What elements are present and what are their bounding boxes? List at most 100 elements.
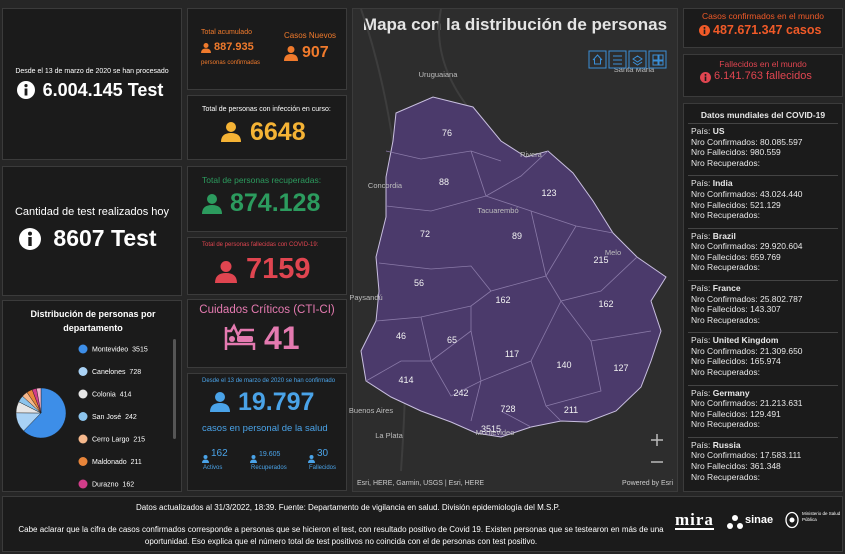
critical-panel: Cuidados Críticos (CTI-CI) 41	[187, 299, 347, 368]
row-label: Nro Fallecidos:	[691, 251, 748, 262]
row-label: Nro Fallecidos:	[691, 408, 748, 419]
list-row: Nro Recuperados:	[691, 158, 760, 169]
row-label: Nro Fallecidos:	[691, 461, 748, 471]
accumulated-sub: personas confirmadas	[201, 60, 261, 66]
place-label: Buenos Aires	[349, 406, 393, 415]
department-count: 127	[613, 363, 628, 373]
stat-icon	[308, 450, 315, 463]
list-row: Nro Fallecidos: 143.307	[691, 304, 781, 315]
row-label: País:	[691, 126, 711, 136]
info-icon	[700, 72, 711, 83]
list-row: Nro Recuperados:	[691, 315, 760, 326]
person-icon	[201, 43, 211, 53]
layers-button[interactable]	[628, 50, 647, 69]
processed-label: Desde el 13 de marzo de 2020 se han proc…	[15, 68, 169, 75]
scrollbar[interactable]	[173, 339, 176, 439]
department-count: 3515	[481, 424, 501, 434]
department-count: 72	[420, 229, 430, 239]
list-row: País: France	[691, 283, 741, 294]
stat-label: Activos	[203, 465, 223, 471]
legend-name: Montevideo	[92, 347, 128, 354]
list-row: Nro Fallecidos: 165.974	[691, 356, 781, 367]
legend-name: Durazno	[92, 482, 119, 489]
legend-swatch	[78, 389, 88, 399]
list-row: Nro Recuperados:	[691, 262, 760, 273]
department-count: 211	[564, 405, 578, 415]
stat-icon	[202, 450, 209, 463]
row-value: 17.583.111	[759, 450, 802, 461]
row-value: 21.309.650	[759, 345, 803, 356]
active-panel: Total de personas con infección en curso…	[187, 95, 347, 160]
deceased-label: Total de personas fallecidas con COVID-1…	[202, 242, 319, 248]
list-row: Nro Recuperados:	[691, 419, 760, 430]
new-cases-label: Casos Nuevos	[284, 31, 337, 40]
row-value: 165.974	[750, 356, 781, 367]
legend-value: 242	[125, 414, 137, 421]
new-cases-value: 907	[302, 44, 329, 61]
legend-name: Cerro Largo	[92, 437, 129, 444]
logo-msp: Ministerio de Salud Pública	[802, 511, 841, 522]
row-label: País:	[691, 282, 711, 293]
place-label: Rivera	[520, 150, 543, 159]
health-staff-sub: casos en personal de la salud	[202, 423, 328, 434]
departments-title: Distribución de personas por departament…	[30, 309, 156, 333]
place-label: Montevideo	[476, 428, 515, 437]
row-label: Nro Recuperados:	[691, 367, 760, 377]
processed-value: 6.004.145 Test	[42, 80, 164, 100]
map-toolbar[interactable]	[588, 50, 667, 69]
row-value: France	[712, 282, 741, 293]
department-count: 242	[453, 388, 468, 398]
department-count: 117	[505, 349, 519, 359]
legend-value: 3515	[132, 347, 148, 354]
legend-name: Canelones	[92, 369, 126, 376]
row-value: 29.920.604	[759, 241, 803, 252]
person-icon	[202, 194, 222, 214]
map[interactable]: Uruguaiana Santa Maria Rivera Concordia Tacu…	[349, 8, 679, 493]
list-row: País: India	[691, 178, 733, 189]
legend-value: 211	[131, 459, 142, 466]
row-label: Nro Fallecidos:	[691, 147, 748, 158]
world-list-panel: Datos mundiales del COVID-19 País: US Nro…	[683, 103, 843, 492]
stat-icon	[250, 450, 257, 463]
row-label: Nro Recuperados:	[691, 262, 760, 273]
zoom-in[interactable]	[651, 434, 663, 446]
accumulated-panel: Total acumulado 887.935 personas confirm…	[187, 8, 347, 90]
row-label: Nro Confirmados:	[691, 345, 758, 356]
list-row: Nro Confirmados: 21.213.631	[691, 398, 803, 409]
department-count: 728	[500, 404, 515, 414]
list-row: Nro Recuperados:	[691, 472, 760, 483]
zoom-controls[interactable]	[651, 434, 663, 463]
footer-note: Cabe aclarar que la cifra de casos confi…	[18, 525, 664, 546]
list-row: Nro Confirmados: 29.920.604	[691, 241, 803, 252]
map-panel: Mapa con la distribución de personas Uru…	[349, 8, 679, 493]
department-count: 162	[495, 295, 510, 305]
row-label: Nro Confirmados:	[691, 450, 758, 461]
list-separator	[688, 175, 838, 177]
row-value: 361.348	[750, 461, 781, 471]
legend-label: Cerro Largo 215	[92, 437, 145, 444]
department-count: 162	[598, 299, 613, 309]
row-value: 21.213.631	[759, 398, 803, 409]
department-count: 140	[556, 360, 571, 370]
row-label: Nro Confirmados:	[691, 293, 758, 304]
stat-value: 30	[317, 448, 329, 459]
list-row: País: Brazil	[691, 231, 736, 242]
legend-name: Maldonado	[92, 459, 127, 466]
list-row: País: Germany	[691, 388, 750, 399]
recovered-label: Total de personas recuperadas:	[202, 175, 322, 185]
world-cases-panel: Casos confirmados en el mundo 487.671.34…	[683, 8, 843, 48]
department-count: 76	[442, 128, 452, 138]
place-label: Paysandú	[349, 293, 382, 302]
active-value: 6648	[250, 118, 306, 146]
active-label: Total de personas con infección en curso…	[202, 106, 331, 113]
row-value: US	[712, 126, 725, 136]
logo-mira: mira	[675, 510, 714, 530]
logo-sinae: sinae	[745, 514, 774, 526]
row-label: Nro Confirmados:	[691, 188, 758, 199]
pie-slice	[23, 387, 67, 439]
department-count: 65	[447, 335, 457, 345]
home-button[interactable]	[588, 50, 607, 69]
row-label: Nro Recuperados:	[691, 210, 760, 221]
legend-swatch	[78, 412, 88, 421]
list-row: Nro Recuperados:	[691, 367, 760, 378]
